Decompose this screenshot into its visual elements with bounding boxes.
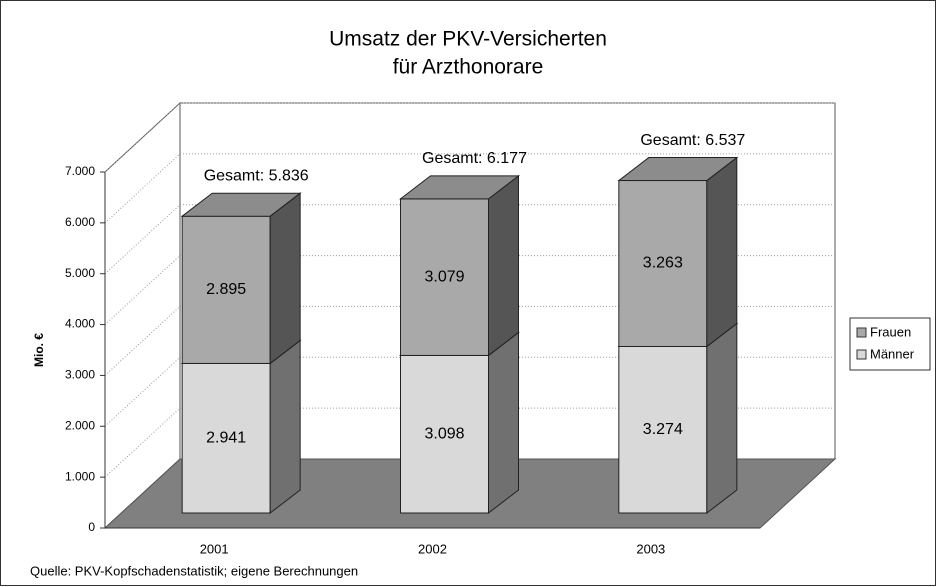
- y-axis-title: Mio. €: [32, 333, 46, 367]
- y-tick-label: 3.000: [65, 368, 95, 382]
- bar-segment-top: [617, 157, 739, 182]
- y-tick-label: 1.000: [65, 469, 95, 483]
- source-note: Quelle: PKV-Kopfschadenstatistik; eigene…: [30, 563, 358, 578]
- bar-segment-top: [180, 192, 302, 217]
- grid-line: [104, 102, 835, 173]
- value-label: 3.098: [424, 425, 464, 442]
- grid-line: [104, 255, 835, 325]
- legend-label: Frauen: [870, 324, 911, 339]
- grid-line: [104, 153, 835, 224]
- total-annotation: Gesamt: 6.537: [640, 132, 745, 149]
- grid-line: [104, 204, 835, 275]
- total-annotation: Gesamt: 5.836: [204, 167, 309, 184]
- value-label: 3.079: [424, 268, 464, 285]
- legend-label: Männer: [870, 346, 915, 361]
- value-label: 2.895: [206, 281, 246, 298]
- side-wall: [104, 101, 181, 530]
- value-label: 3.263: [643, 255, 683, 272]
- y-tick-label: 2.000: [65, 418, 95, 432]
- bar-segment: [618, 180, 708, 347]
- bar-segment: [618, 345, 708, 514]
- y-tick-label: 5.000: [65, 266, 95, 280]
- x-tick-label: 2002: [418, 541, 447, 556]
- bar-segment-side: [488, 174, 519, 357]
- value-label: 2.941: [206, 429, 246, 446]
- bar-segment-side: [269, 339, 301, 515]
- grid-line: [104, 305, 835, 376]
- bar-segment-side: [706, 322, 738, 515]
- legend-swatch: [856, 349, 867, 360]
- x-tick-label: 2003: [636, 541, 665, 556]
- x-tick-label: 2001: [200, 541, 229, 556]
- grid-line: [104, 407, 835, 478]
- y-tick-label: 6.000: [65, 215, 95, 229]
- y-tick-label: 0: [88, 520, 95, 534]
- total-annotation: Gesamt: 6.177: [422, 150, 527, 167]
- bar-segment: [400, 354, 489, 514]
- chart-title: für Arzthonorare: [393, 56, 544, 79]
- legend-swatch: [856, 327, 867, 338]
- chart-title: Umsatz der PKV-Versicherten: [329, 28, 607, 51]
- value-label: 3.274: [643, 421, 683, 438]
- bar-segment-side: [269, 192, 301, 365]
- y-tick-label: 4.000: [65, 317, 95, 331]
- bar-segment: [181, 215, 271, 364]
- bar-segment-side: [706, 156, 738, 348]
- bar-segment-top: [399, 175, 520, 200]
- y-tick-label: 7.000: [65, 164, 95, 178]
- legend-box: [849, 317, 931, 371]
- bar-segment-side: [488, 331, 519, 515]
- bar-segment: [400, 198, 489, 356]
- grid-line: [104, 356, 835, 427]
